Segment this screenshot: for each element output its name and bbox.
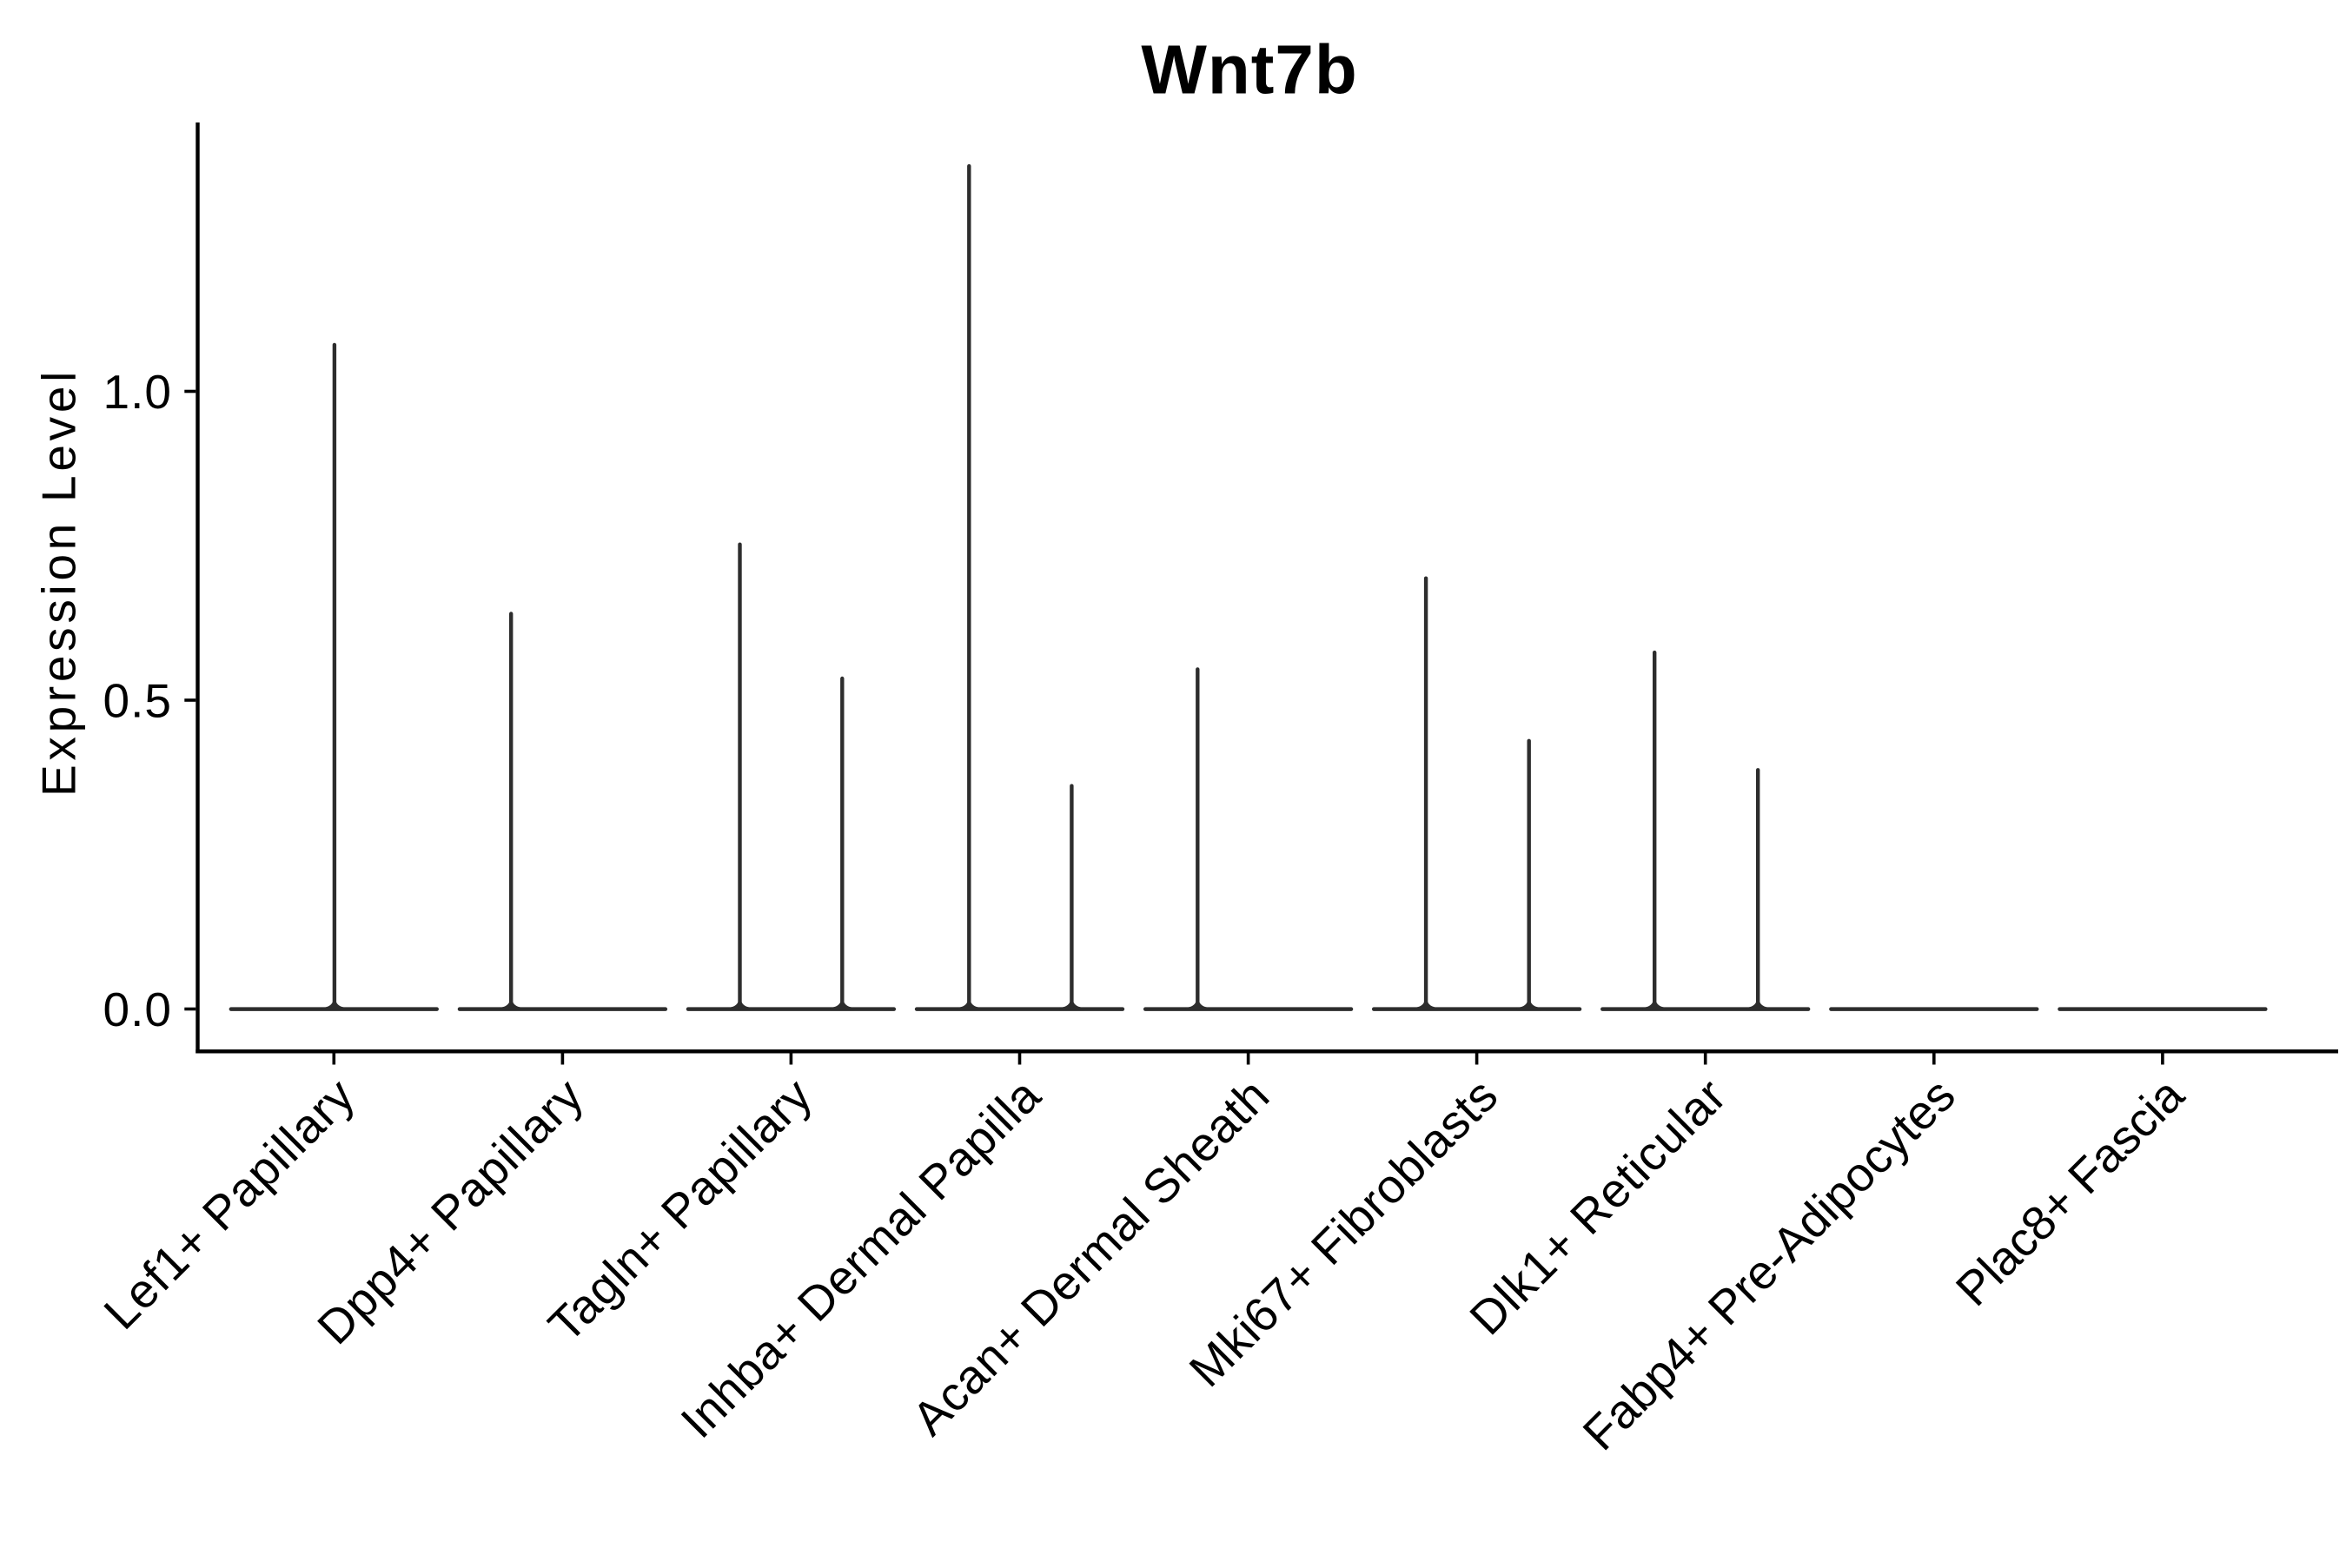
svg-text:0.5: 0.5 bbox=[103, 674, 172, 728]
svg-text:0.0: 0.0 bbox=[103, 982, 172, 1036]
svg-text:Wnt7b: Wnt7b bbox=[1141, 31, 1357, 109]
svg-text:1.0: 1.0 bbox=[103, 365, 172, 419]
svg-text:Expression Level: Expression Level bbox=[32, 367, 86, 797]
